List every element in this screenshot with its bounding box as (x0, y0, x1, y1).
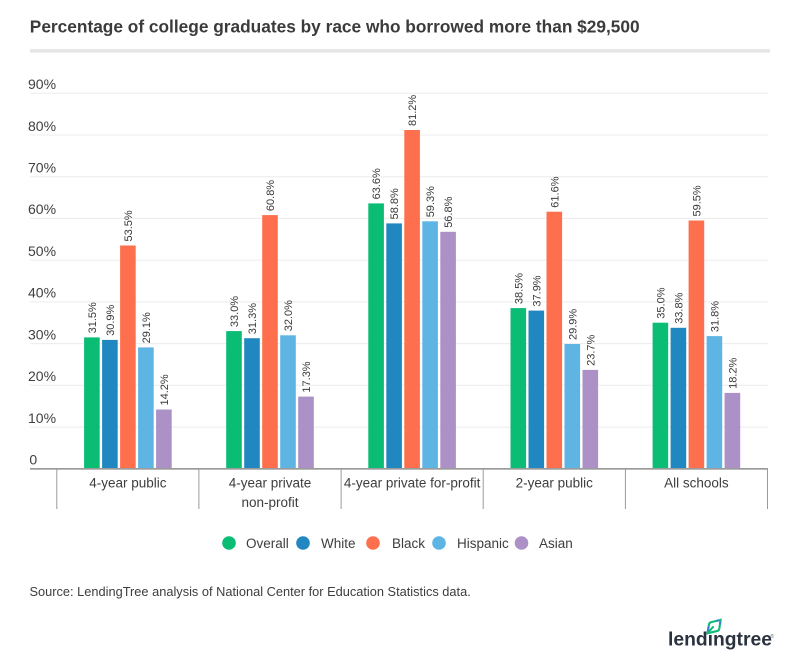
svg-text:31.8%: 31.8% (709, 301, 721, 332)
svg-text:80%: 80% (28, 118, 56, 134)
svg-text:Asian: Asian (539, 536, 573, 551)
svg-text:10%: 10% (28, 410, 56, 426)
svg-text:40%: 40% (28, 285, 56, 301)
svg-text:31.3%: 31.3% (247, 303, 259, 334)
svg-text:90%: 90% (28, 76, 56, 92)
svg-text:4-year private for-profit: 4-year private for-profit (344, 476, 481, 491)
svg-text:38.5%: 38.5% (513, 273, 525, 304)
svg-text:56.8%: 56.8% (443, 196, 455, 227)
svg-text:60%: 60% (28, 201, 56, 217)
svg-text:37.9%: 37.9% (531, 275, 543, 306)
svg-text:23.7%: 23.7% (585, 334, 597, 365)
svg-text:58.8%: 58.8% (389, 188, 401, 219)
svg-text:18.2%: 18.2% (727, 357, 739, 388)
svg-text:Percentage of college graduate: Percentage of college graduates by race … (30, 17, 640, 37)
svg-text:lendıngtree: lendıngtree (668, 630, 772, 651)
svg-text:50%: 50% (28, 243, 56, 259)
svg-text:Hispanic: Hispanic (457, 536, 509, 551)
svg-text:4-year public: 4-year public (89, 476, 167, 491)
svg-text:60.8%: 60.8% (265, 180, 277, 211)
svg-text:70%: 70% (28, 160, 56, 176)
svg-text:29.9%: 29.9% (567, 309, 579, 340)
svg-text:Overall: Overall (246, 536, 289, 551)
svg-text:31.5%: 31.5% (87, 302, 99, 333)
svg-text:81.2%: 81.2% (407, 95, 419, 126)
svg-text:33.8%: 33.8% (673, 292, 685, 323)
svg-text:Source: LendingTree analysis o: Source: LendingTree analysis of National… (30, 584, 471, 599)
svg-text:White: White (321, 536, 356, 551)
svg-text:4-year private: 4-year private (229, 476, 312, 491)
svg-text:14.2%: 14.2% (159, 374, 171, 405)
svg-text:All schools: All schools (664, 476, 729, 491)
svg-text:20%: 20% (28, 368, 56, 384)
svg-text:2-year public: 2-year public (516, 476, 594, 491)
svg-text:33.0%: 33.0% (229, 296, 241, 327)
svg-text:53.5%: 53.5% (123, 210, 135, 241)
svg-text:59.3%: 59.3% (425, 186, 437, 217)
svg-text:61.6%: 61.6% (549, 176, 561, 207)
svg-text:0: 0 (29, 452, 37, 468)
svg-text:30%: 30% (28, 326, 56, 342)
svg-text:non-profit: non-profit (241, 495, 298, 510)
svg-text:29.1%: 29.1% (141, 312, 153, 343)
svg-text:®: ® (770, 633, 774, 640)
svg-text:32.0%: 32.0% (283, 300, 295, 331)
svg-text:35.0%: 35.0% (655, 287, 667, 318)
svg-text:59.5%: 59.5% (691, 185, 703, 216)
svg-text:30.9%: 30.9% (105, 304, 117, 335)
svg-text:63.6%: 63.6% (371, 168, 383, 199)
svg-text:17.3%: 17.3% (301, 361, 313, 392)
svg-text:Black: Black (392, 536, 425, 551)
